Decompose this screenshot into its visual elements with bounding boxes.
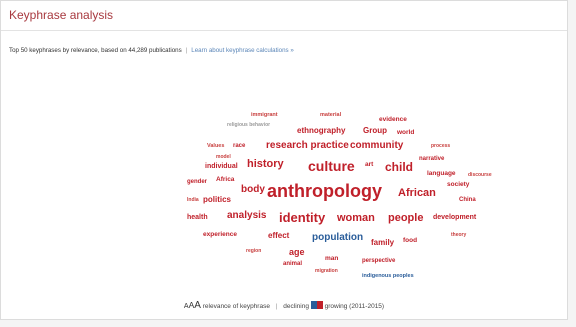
keyphrase-individual[interactable]: individual: [205, 163, 238, 170]
keyphrase-religious-behavior[interactable]: religious behavior: [227, 122, 271, 128]
legend-period: (2011-2015): [349, 303, 385, 310]
keyphrase-art[interactable]: art: [365, 161, 374, 168]
keyphrase-perspective[interactable]: perspective: [362, 258, 396, 264]
legend-letter-medium: A: [188, 300, 195, 310]
keyphrase-evidence[interactable]: evidence: [379, 116, 407, 123]
keyphrase-analysis[interactable]: analysis: [227, 210, 267, 221]
keyphrase-man[interactable]: man: [325, 255, 339, 262]
keyphrase-food[interactable]: food: [403, 237, 418, 244]
keyphrase-language[interactable]: language: [427, 170, 456, 177]
keyphrase-identity[interactable]: identity: [279, 210, 326, 225]
keyphrase-development[interactable]: development: [433, 214, 477, 221]
keyphrase-history[interactable]: history: [247, 158, 284, 170]
keyphrase-society[interactable]: society: [447, 181, 470, 188]
keyphrase-people[interactable]: people: [388, 212, 424, 224]
keyphrase-process[interactable]: process: [431, 143, 451, 149]
keyphrase-politics[interactable]: politics: [203, 195, 232, 204]
keyphrase-china[interactable]: China: [459, 197, 476, 203]
keyphrase-cloud: immigrant material evidence religious behav…: [1, 1, 567, 319]
keyphrase-migration[interactable]: migration: [315, 268, 338, 274]
panel-header: Keyphrase analysis: [1, 1, 567, 31]
legend-letter-small: A: [183, 303, 189, 310]
legend-relevance-label: relevance of keyphrase: [202, 303, 270, 310]
keyphrase-child[interactable]: child: [385, 160, 414, 174]
keyphrase-world[interactable]: world: [397, 129, 415, 136]
keyphrase-material[interactable]: material: [320, 112, 342, 118]
keyphrase-immigrant[interactable]: immigrant: [251, 112, 278, 118]
legend-growing-label: growing: [324, 303, 348, 310]
keyphrase-narrative[interactable]: narrative: [419, 156, 445, 162]
relevance-size-sample: AAA: [183, 300, 201, 311]
cloud-legend: AAA relevance of keyphrase | declining g…: [1, 300, 567, 311]
keyphrase-africa[interactable]: Africa: [216, 176, 235, 183]
panel-subtitle-line: Top 50 keyphrases by relevance, based on…: [9, 47, 294, 54]
declining-swatch: [310, 301, 317, 309]
keyphrase-model[interactable]: model: [216, 154, 231, 160]
keyphrase-india[interactable]: India: [187, 197, 199, 203]
keyphrase-population[interactable]: population: [312, 232, 364, 243]
keyphrase-discourse[interactable]: discourse: [468, 172, 492, 178]
keyphrase-ethnography[interactable]: ethnography: [297, 126, 346, 135]
keyphrase-culture[interactable]: culture: [308, 158, 355, 174]
keyphrase-african[interactable]: African: [398, 187, 436, 199]
keyphrase-body[interactable]: body: [241, 184, 265, 195]
keyphrase-anthropology[interactable]: anthropology: [267, 181, 382, 201]
keyphrase-panel: Keyphrase analysis Top 50 keyphrases by …: [0, 0, 568, 320]
legend-letter-large: A: [194, 300, 201, 311]
keyphrase-gender[interactable]: gender: [187, 179, 208, 185]
keyphrase-values[interactable]: Values: [207, 143, 225, 149]
keyphrase-theory[interactable]: theory: [451, 232, 467, 238]
keyphrase-group[interactable]: Group: [363, 126, 387, 135]
legend-declining-label: declining: [283, 303, 309, 310]
keyphrase-age[interactable]: age: [289, 247, 305, 257]
keyphrase-woman[interactable]: woman: [337, 212, 375, 224]
learn-more-link[interactable]: Learn about keyphrase calculations »: [191, 47, 294, 54]
keyphrase-animal[interactable]: animal: [283, 261, 303, 267]
subtitle-separator: |: [185, 47, 188, 54]
subtitle-text: Top 50 keyphrases by relevance, based on…: [9, 47, 182, 54]
legend-separator: |: [275, 303, 278, 310]
keyphrase-experience[interactable]: experience: [203, 231, 237, 238]
growing-swatch: [316, 301, 323, 309]
keyphrase-health[interactable]: health: [187, 214, 208, 221]
keyphrase-effect[interactable]: effect: [268, 231, 290, 240]
keyphrase-family[interactable]: family: [371, 238, 395, 247]
keyphrase-research-practice[interactable]: research practice: [266, 140, 349, 151]
keyphrase-region[interactable]: region: [246, 248, 262, 254]
keyphrase-indigenous-peoples[interactable]: indigenous peoples: [362, 273, 414, 279]
panel-title: Keyphrase analysis: [9, 8, 114, 22]
keyphrase-race[interactable]: race: [233, 143, 246, 149]
keyphrase-community[interactable]: community: [350, 140, 404, 151]
